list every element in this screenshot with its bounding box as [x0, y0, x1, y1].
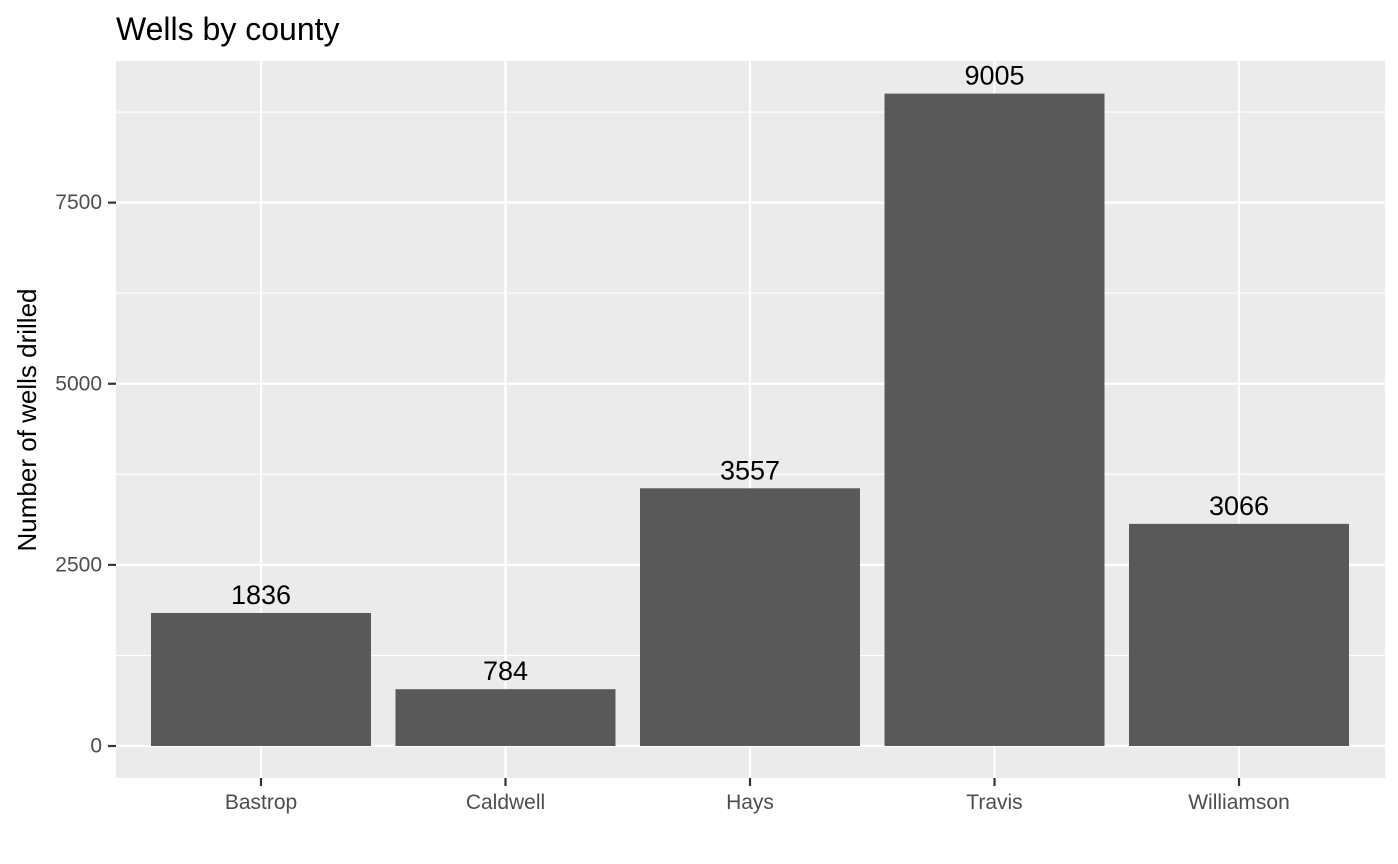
x-tick-label-travis: Travis: [966, 791, 1022, 814]
bar-travis: [884, 93, 1105, 746]
y-axis: 0 2500 5000 7500: [55, 191, 116, 758]
bar-williamson: [1129, 523, 1349, 746]
x-tick-label-williamson: Williamson: [1188, 791, 1290, 814]
bar-hays: [640, 488, 860, 746]
x-tick-label-bastrop: Bastrop: [225, 791, 297, 814]
bars: [151, 93, 1349, 746]
data-label-caldwell: 784: [483, 656, 528, 686]
bar-bastrop: [151, 612, 371, 746]
x-axis: Bastrop Caldwell Hays Travis Williamson: [225, 778, 1290, 814]
data-label-bastrop: 1836: [231, 580, 291, 610]
x-tick-label-caldwell: Caldwell: [466, 791, 545, 814]
chart-title: Wells by county: [116, 11, 340, 47]
data-label-travis: 9005: [964, 61, 1024, 91]
data-label-williamson: 3066: [1209, 491, 1269, 521]
bar-caldwell: [395, 689, 616, 746]
data-labels: 1836 784 3557 9005 3066: [231, 61, 1269, 687]
y-tick-label: 5000: [55, 372, 102, 395]
x-tick-label-hays: Hays: [726, 791, 774, 814]
y-axis-title: Number of wells drilled: [12, 289, 42, 552]
y-tick-label: 0: [90, 735, 102, 758]
data-label-hays: 3557: [720, 455, 780, 485]
y-tick-label: 2500: [55, 553, 102, 576]
y-tick-label: 7500: [55, 191, 102, 214]
